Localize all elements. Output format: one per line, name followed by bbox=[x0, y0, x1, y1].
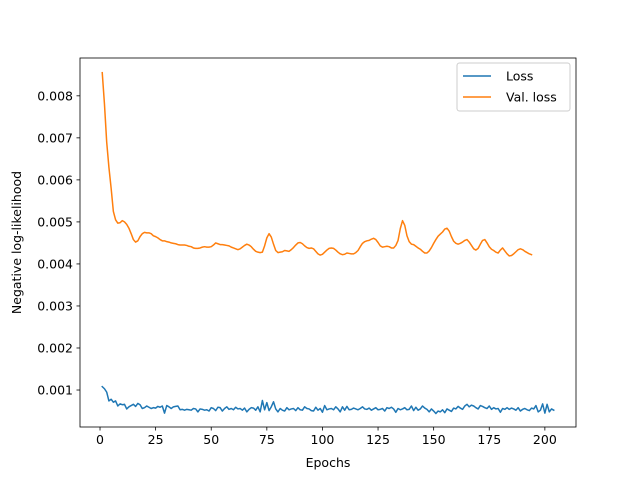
x-tick-label: 0 bbox=[96, 432, 104, 447]
x-tick-label: 125 bbox=[366, 432, 390, 447]
x-axis: 0 25 50 75 100 125 150 175 200 bbox=[96, 427, 557, 447]
x-tick-label: 100 bbox=[311, 432, 335, 447]
series-line-val-loss bbox=[101, 71, 533, 257]
axes-frame bbox=[79, 57, 577, 428]
x-tick-label: 50 bbox=[203, 432, 219, 447]
y-tick-label: 0.004 bbox=[37, 256, 73, 271]
x-tick-label: 175 bbox=[477, 432, 501, 447]
y-tick-label: 0.001 bbox=[37, 383, 73, 398]
y-axis-label: Negative log-likelihood bbox=[9, 171, 24, 314]
y-tick-label: 0.008 bbox=[37, 88, 73, 103]
series-layer bbox=[101, 71, 555, 415]
x-tick-label: 75 bbox=[259, 432, 275, 447]
legend-label: Val. loss bbox=[506, 90, 557, 105]
y-tick-label: 0.002 bbox=[37, 340, 73, 355]
y-tick-label: 0.007 bbox=[37, 130, 73, 145]
series-line-loss bbox=[101, 385, 555, 415]
y-tick-label: 0.006 bbox=[37, 172, 73, 187]
y-axis: 0.001 0.002 0.003 0.004 0.005 0.006 0.007 0.008 bbox=[37, 88, 80, 398]
x-axis-label: Epochs bbox=[306, 455, 351, 470]
x-tick-label: 150 bbox=[422, 432, 446, 447]
legend-label: Loss bbox=[506, 69, 533, 84]
y-tick-label: 0.005 bbox=[37, 214, 73, 229]
x-tick-label: 25 bbox=[148, 432, 164, 447]
legend-box bbox=[456, 62, 571, 112]
y-tick-label: 0.003 bbox=[37, 298, 73, 313]
legend: Loss Val. loss bbox=[456, 62, 571, 112]
x-tick-label: 200 bbox=[533, 432, 557, 447]
